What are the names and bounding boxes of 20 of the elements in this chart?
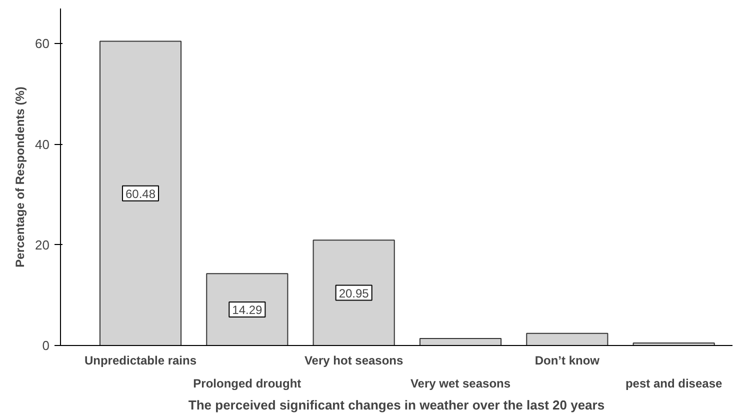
bar	[312, 240, 395, 346]
y-tick-label: 40	[35, 136, 50, 152]
data-label: 20.95	[338, 286, 370, 300]
x-tick-label: pest and disease	[625, 376, 723, 390]
x-tick-label: Very wet seasons	[410, 376, 511, 390]
bar	[419, 338, 502, 346]
y-tick-label: 0	[42, 338, 50, 353]
bar	[99, 40, 182, 346]
x-axis-title: The perceived significant changes in weather over the last 20 years	[188, 398, 605, 412]
y-axis-title: Percentage of Respondents (%)	[13, 86, 28, 268]
data-label: 60.48	[125, 186, 156, 201]
bar	[526, 332, 608, 346]
y-tick-label: 60	[35, 36, 50, 52]
x-tick-label: Don’t know	[534, 354, 600, 368]
x-tick-label: Very hot seasons	[304, 354, 404, 368]
x-tick-label: Unpredictable rains	[84, 354, 197, 368]
bar	[206, 273, 288, 346]
y-tick-label: 20	[35, 237, 50, 252]
x-tick-label: Prolonged drought	[193, 376, 302, 390]
data-label: 14.29	[232, 303, 263, 318]
